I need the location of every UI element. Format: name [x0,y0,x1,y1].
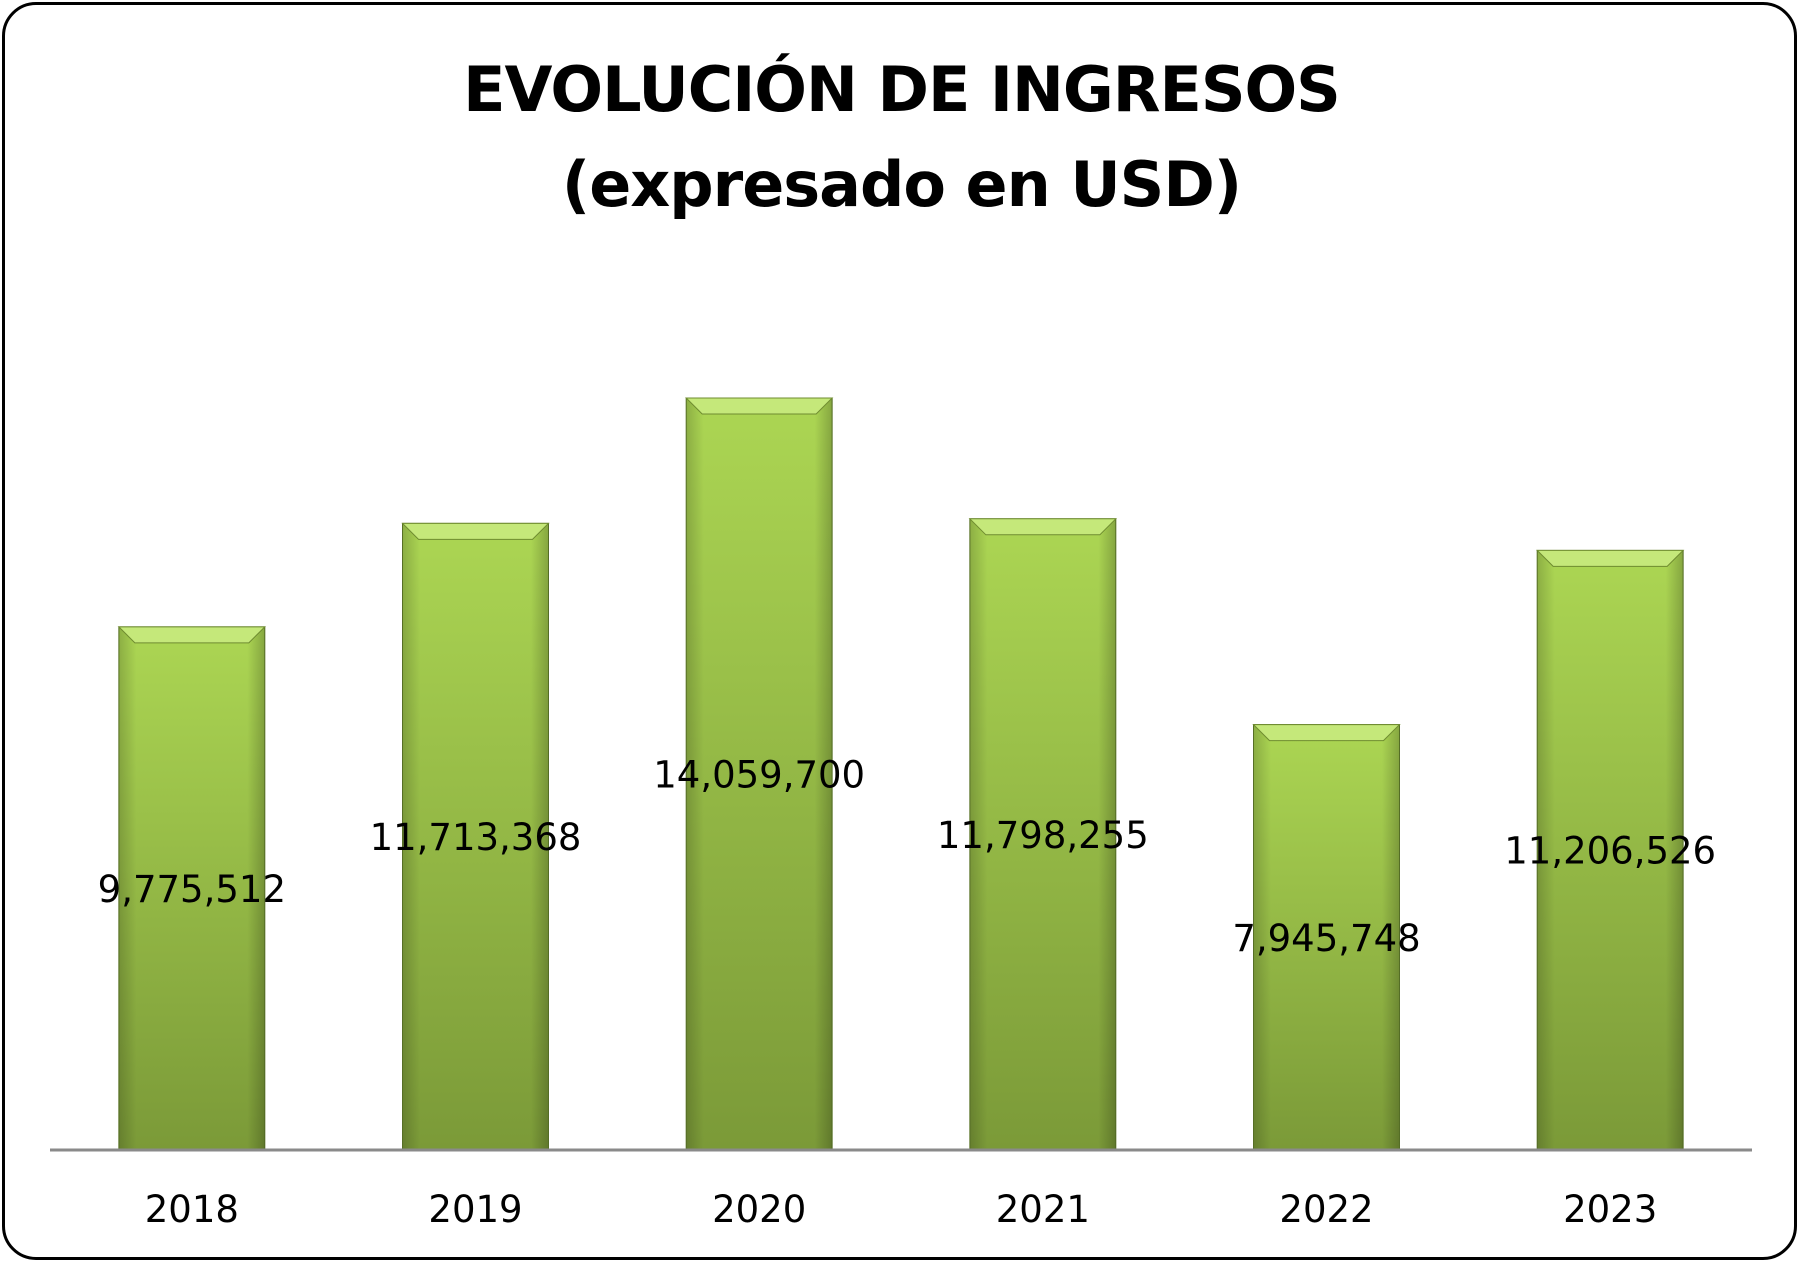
x-tick-label-2018: 2018 [145,1188,239,1231]
x-tick-label-2019: 2019 [428,1188,522,1231]
chart-subtitle: (expresado en USD) [561,148,1242,221]
x-tick-label-2023: 2023 [1563,1188,1657,1231]
bar-side-shade [969,518,1116,1149]
chart-title-block: EVOLUCIÓN DE INGRESOS (expresado en USD) [0,42,1803,232]
bar-2019 [401,522,550,1150]
x-tick-label-2021: 2021 [996,1188,1090,1231]
data-label-2018: 9,775,512 [98,868,286,911]
x-tick-label-2022: 2022 [1279,1188,1373,1231]
bar-2022 [1252,724,1401,1150]
bars-layer [117,397,1685,1150]
bar-top-bevel [401,522,550,540]
data-label-2021: 11,798,255 [937,814,1149,857]
x-tick-label-2020: 2020 [712,1188,806,1231]
data-label-2020: 14,059,700 [653,754,865,797]
labels-layer: 9,775,512 2018 11,713,368 2019 14,059,700 202… [98,754,1716,1232]
bar-side-shade [686,398,833,1149]
bar-side-shade [118,626,265,1149]
bar-side-shade [402,523,549,1149]
bar-2020 [684,397,834,1150]
data-label-2023: 11,206,526 [1504,830,1716,873]
bar-side-shade [1537,550,1684,1149]
chart-title: EVOLUCIÓN DE INGRESOS [463,53,1341,126]
bar-top-bevel [1252,724,1401,742]
data-label-2022: 7,945,748 [1232,917,1420,960]
bar-2018 [117,626,267,1150]
bar-top-bevel [117,626,267,644]
bar-top-bevel [968,518,1118,536]
data-label-2019: 11,713,368 [370,816,582,859]
bar-side-shade [1253,724,1400,1149]
bar-top-bevel [684,397,834,415]
bar-top-bevel [1535,549,1685,567]
bar-2023 [1535,549,1685,1150]
bar-2021 [968,518,1118,1150]
